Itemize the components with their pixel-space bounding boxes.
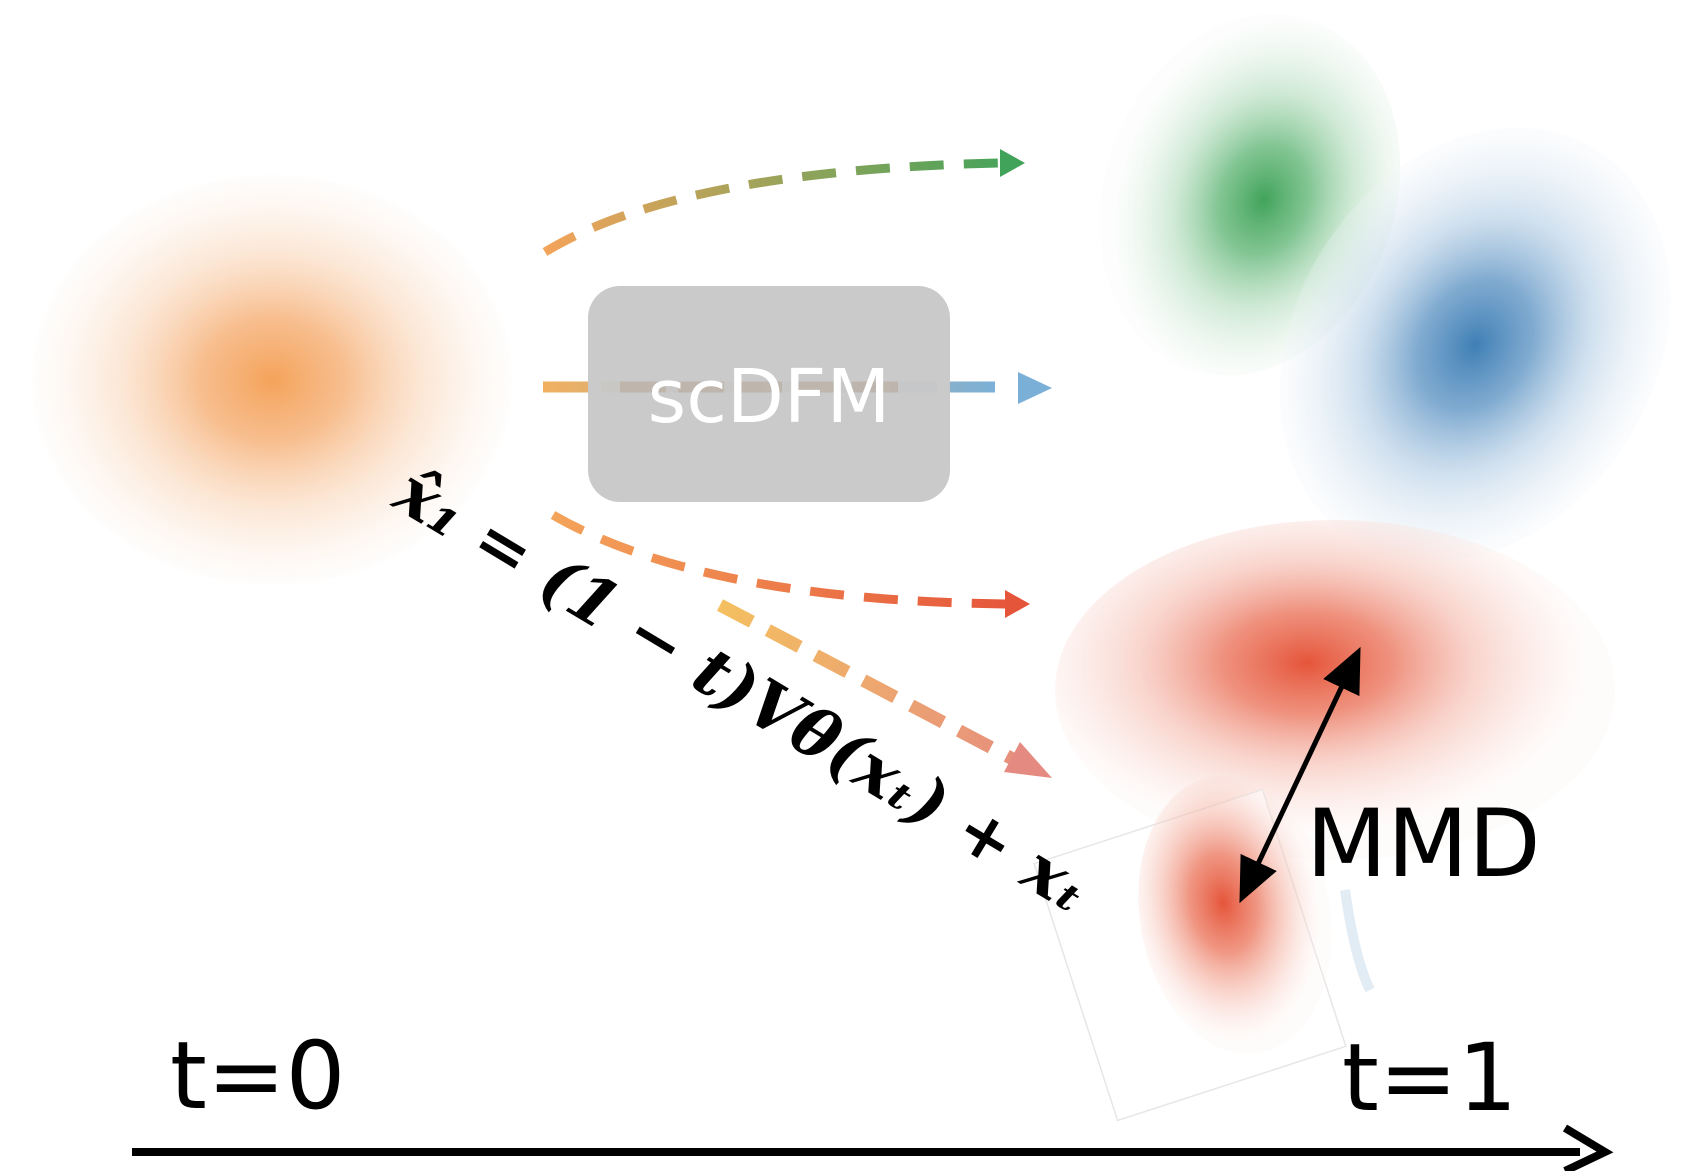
mmd-label: MMD — [1306, 790, 1541, 899]
flow-arrow-to-red — [550, 511, 1030, 618]
scdfm-label: scDFM — [648, 354, 891, 440]
scdfm-model-box: scDFM — [588, 286, 950, 502]
source-distribution — [32, 175, 512, 585]
time-axis — [132, 1124, 1614, 1171]
prediction-arrow — [716, 599, 1052, 778]
target-blue-distribution — [1279, 127, 1671, 563]
flow-arrow-to-green — [542, 149, 1025, 256]
mmd-arrow — [1239, 646, 1361, 904]
predicted-x1-formula: x̂₁ = (1 − t)Vθ(xₜ) + xₜ — [380, 451, 1104, 929]
time-end-label: t=1 — [1342, 1024, 1517, 1133]
time-start-label: t=0 — [170, 1022, 345, 1131]
